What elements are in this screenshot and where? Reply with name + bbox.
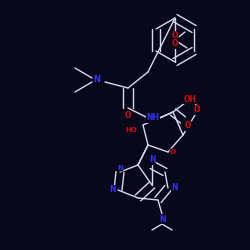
Text: O: O — [172, 40, 178, 48]
Text: O: O — [170, 149, 176, 155]
Text: N: N — [109, 186, 115, 194]
Text: N: N — [117, 165, 123, 171]
Text: O: O — [125, 112, 131, 120]
Text: N: N — [172, 184, 178, 192]
Text: HO: HO — [125, 127, 137, 133]
Text: O: O — [185, 122, 191, 130]
Text: NH: NH — [146, 114, 160, 122]
Text: O: O — [172, 32, 178, 40]
Text: O: O — [194, 106, 200, 114]
Text: N: N — [159, 214, 165, 224]
Text: N: N — [94, 76, 100, 84]
Text: N: N — [149, 156, 155, 164]
Text: OH: OH — [184, 94, 196, 104]
